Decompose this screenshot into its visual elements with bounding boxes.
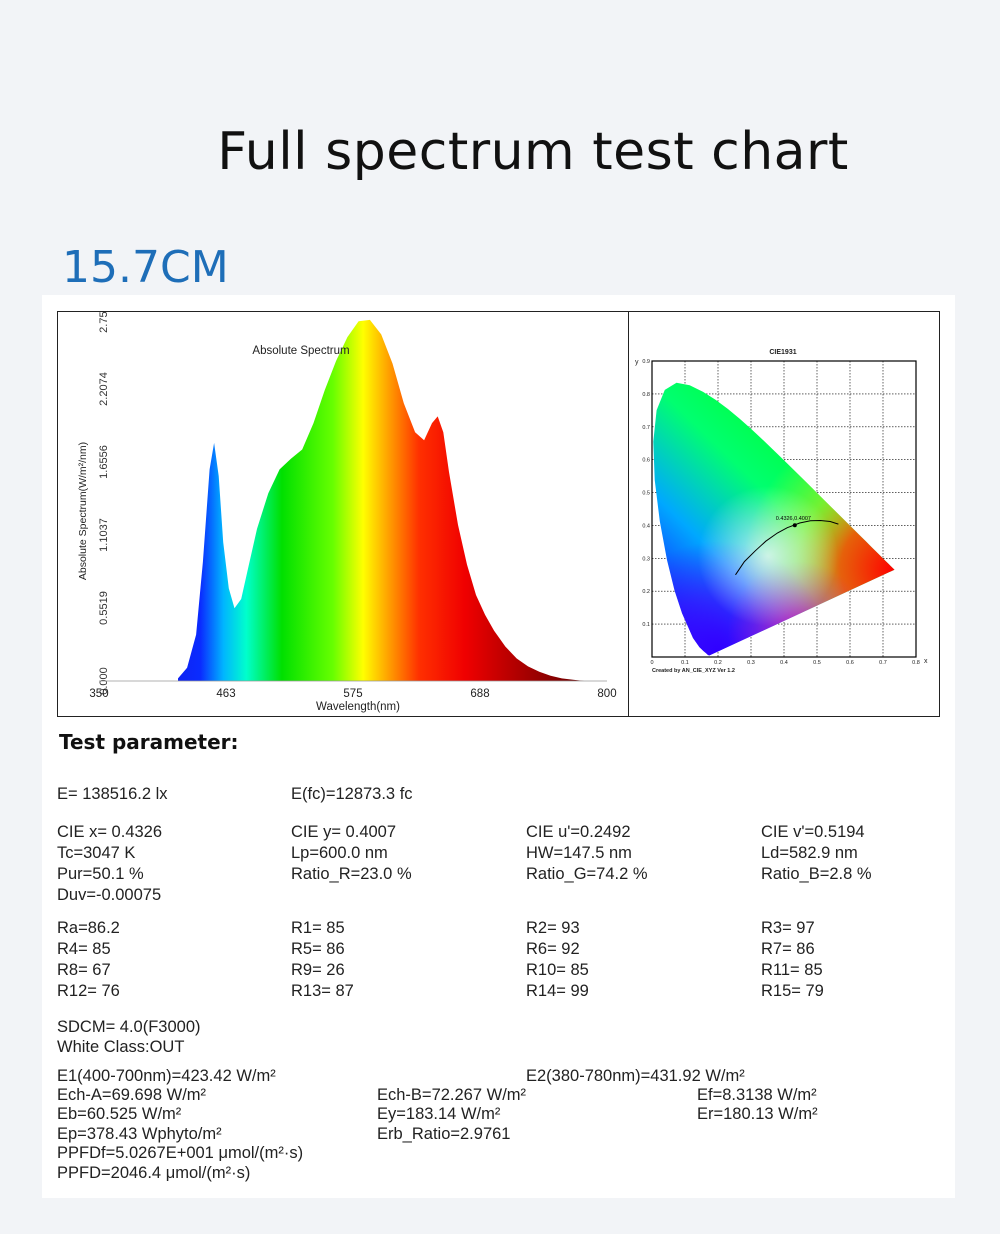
cie-y-axis-label: y [635,359,639,366]
param-r6: R6= 92 [526,940,580,958]
param-sdcm: SDCM= 4.0(F3000) [57,1018,201,1036]
param-ra: Ra=86.2 [57,919,120,937]
param-cie-u: CIE u'=0.2492 [526,823,631,841]
spectrum-area [178,319,585,681]
param-ratio-b: Ratio_B=2.8 % [761,865,872,883]
spectrum-x-label: Wavelength(nm) [316,701,400,713]
param-e2: E2(380-780nm)=431.92 W/m² [526,1067,745,1085]
param-cie-x: CIE x= 0.4326 [57,823,163,841]
cie-title: CIE1931 [769,349,796,356]
param-r7: R7= 86 [761,940,815,958]
param-duv: Duv=-0.00075 [57,886,162,904]
cie-y-tick-label: 0.9 [642,359,650,365]
param-r15: R15= 79 [761,982,824,1000]
cie-x-tick-label: 0 [650,660,653,666]
distance-label: 15.7CM [62,242,229,293]
cie-x-tick-label: 0.5 [813,660,821,666]
cie-x-tick-label: 0.4 [780,660,788,666]
param-ppfd: PPFD=2046.4 μmol/(m²·s) [57,1164,251,1182]
param-r1: R1= 85 [291,919,345,937]
cie-x-axis-label: x [924,658,928,665]
spectrum-y-tick-label: 0.5519 [98,591,110,625]
cie-y-tick-label: 0.7 [642,425,650,431]
param-r3: R3= 97 [761,919,815,937]
cie-y-tick-label: 0.2 [642,589,650,595]
param-pur: Pur=50.1 % [57,865,144,883]
param-illuminance: E= 138516.2 lx [57,785,168,803]
planckian-locus [735,519,839,576]
param-eb: Eb=60.525 W/m² [57,1105,182,1123]
param-r8: R8= 67 [57,961,111,979]
cie-y-tick-label: 0.3 [642,556,650,562]
param-r11: R11= 85 [761,961,823,979]
cie-chart: CIE1931 0.4326,0.4007 0 0.1 0.2 0.3 0.4 0.5 0.… [628,311,940,717]
spectrum-x-tick-label: 800 [597,688,616,700]
cie-x-tick-label: 0.3 [747,660,755,666]
spectrum-x-tick-label: 350 [89,688,108,700]
cie-x-tick-label: 0.1 [681,660,689,666]
param-ep: Ep=378.43 Wphyto/m² [57,1125,222,1143]
chromaticity-point [792,523,797,528]
cie-plot-border [651,360,917,658]
param-erb: Erb_Ratio=2.9761 [377,1125,511,1143]
param-r5: R5= 86 [291,940,345,958]
param-ratio-r: Ratio_R=23.0 % [291,865,412,883]
cie-locus-shade [653,382,895,656]
param-r12: R12= 76 [57,982,120,1000]
cie-y-tick-label: 0.6 [642,458,650,464]
spectrum-x-tick-label: 688 [470,688,489,700]
param-ech-b: Ech-B=72.267 W/m² [377,1086,527,1104]
param-r10: R10= 85 [526,961,589,979]
param-ratio-g: Ratio_G=74.2 % [526,865,648,883]
cie-x-tick-label: 0.2 [714,660,722,666]
cie-x-tick-label: 0.8 [912,660,920,666]
param-r13: R13= 87 [291,982,354,1000]
param-ef: Ef=8.3138 W/m² [697,1086,817,1104]
param-e1: E1(400-700nm)=423.42 W/m² [57,1067,276,1085]
spectrum-y-tick-label: 2.7593 [98,311,110,333]
cie-y-tick-label: 0.8 [642,392,650,398]
spectrum-x-tick-label: 463 [216,688,235,700]
param-tc: Tc=3047 K [57,844,136,862]
spectrum-x-tick-label: 575 [343,688,362,700]
spectrum-y-tick-label: 2.2074 [98,372,110,406]
spectrum-y-tick-label: 1.6556 [98,445,110,479]
cie-x-tick-label: 0.6 [846,660,854,666]
spectrum-y-label: Absolute Spectrum(W/m²/nm) [77,442,89,580]
param-cie-v: CIE v'=0.5194 [761,823,865,841]
cie-footer: Created by AN_CIE_XYZ Ver 1.2 [652,668,735,674]
test-parameter-heading: Test parameter: [59,730,239,754]
cie-y-tick-label: 0.1 [642,622,650,628]
param-cie-y: CIE y= 0.4007 [291,823,397,841]
param-white-class: White Class:OUT [57,1038,185,1056]
param-illuminance-fc: E(fc)=12873.3 fc [291,785,413,803]
param-ld: Ld=582.9 nm [761,844,858,862]
spectrum-title: Absolute Spectrum [252,345,349,357]
cie-y-tick-label: 0.4 [642,523,650,529]
param-r14: R14= 99 [526,982,589,1000]
chromaticity-point-label: 0.4326,0.4007 [776,516,811,522]
param-r2: R2= 93 [526,919,580,937]
param-er: Er=180.13 W/m² [697,1105,818,1123]
param-lp: Lp=600.0 nm [291,844,388,862]
cie-y-tick-label: 0.5 [642,491,650,497]
cie-x-tick-label: 0.7 [879,660,887,666]
param-hw: HW=147.5 nm [526,844,632,862]
param-ey: Ey=183.14 W/m² [377,1105,501,1123]
param-ech-a: Ech-A=69.698 W/m² [57,1086,207,1104]
spectrum-y-tick-label: 1.1037 [98,518,110,552]
param-r4: R4= 85 [57,940,111,958]
param-ppfdf: PPFDf=5.0267E+001 μmol/(m²·s) [57,1144,304,1162]
param-r9: R9= 26 [291,961,345,979]
page-title: Full spectrum test chart [217,122,849,182]
